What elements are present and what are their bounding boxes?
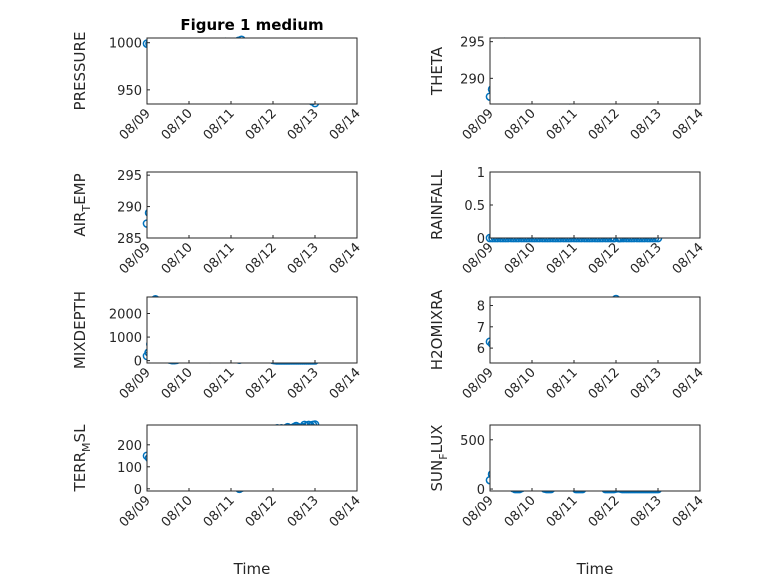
y-tick-label: 7	[477, 321, 485, 336]
y-tick-label: 500	[460, 434, 485, 449]
y-tick-label: 0	[134, 483, 142, 498]
y-axis-label: THETA	[428, 46, 446, 96]
y-axis-label: MIXDEPTH	[71, 291, 89, 369]
axes-frame	[146, 171, 358, 239]
y-axis-label: TERRMSL	[71, 424, 93, 493]
y-tick-label: 1	[477, 166, 485, 181]
y-tick-label: 1000	[109, 37, 142, 52]
axes-frame	[146, 424, 358, 492]
y-tick-label: 295	[460, 36, 485, 51]
x-axis-label-left: Time	[233, 560, 271, 578]
y-axis-label: SUNFLUX	[428, 425, 450, 492]
axes-frame	[146, 37, 358, 105]
y-tick-label: 290	[117, 201, 142, 216]
y-tick-label: 0	[477, 232, 485, 247]
y-tick-label: 0.5	[464, 199, 485, 214]
axes-frame	[489, 424, 701, 492]
x-axis-label-right: Time	[576, 560, 614, 578]
y-axis-label: RAINFALL	[428, 169, 446, 240]
y-tick-label: 950	[117, 84, 142, 99]
y-tick-label: 1000	[109, 331, 142, 346]
y-tick-label: 285	[117, 232, 142, 247]
axes-frame	[489, 171, 701, 239]
y-tick-label: 295	[117, 169, 142, 184]
y-axis-label: PRESSURE	[71, 32, 89, 111]
y-tick-label: 100	[117, 461, 142, 476]
figure-title: Figure 1 medium	[180, 16, 323, 34]
y-tick-label: 6	[477, 342, 485, 357]
y-axis-label: H2OMIXRA	[428, 289, 446, 370]
y-tick-label: 0	[134, 355, 142, 370]
y-tick-label: 2000	[109, 308, 142, 323]
axes-frame	[146, 296, 358, 364]
y-axis-label: AIRTEMP	[71, 173, 93, 236]
y-tick-label: 0	[477, 483, 485, 498]
axes-frame	[489, 296, 701, 364]
y-tick-label: 8	[477, 300, 485, 315]
axes-frame	[489, 37, 701, 105]
y-tick-label: 290	[460, 72, 485, 87]
y-tick-label: 200	[117, 439, 142, 454]
